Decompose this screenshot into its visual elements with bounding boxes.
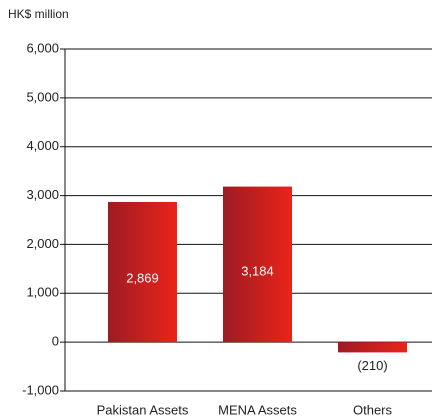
y-tick-label: -1,000 (22, 382, 59, 397)
y-tick-label: 6,000 (26, 40, 59, 55)
x-tick-label: MENA Assets (218, 402, 297, 417)
y-tick-label: 0 (52, 334, 59, 349)
y-tick-label: 5,000 (26, 89, 59, 104)
y-tick-label: 1,000 (26, 285, 59, 300)
bar (223, 186, 292, 343)
value-label: (210) (357, 358, 387, 373)
value-label: 3,184 (241, 264, 274, 279)
x-tick-label: Others (353, 402, 393, 417)
y-tick-label: 3,000 (26, 187, 59, 202)
y-tick-label: 4,000 (26, 138, 59, 153)
bar (338, 342, 407, 353)
axis-title: HK$ million (8, 7, 69, 21)
y-tick-label: 2,000 (26, 236, 59, 251)
bar (108, 201, 177, 343)
x-tick-label: Pakistan Assets (97, 402, 189, 417)
value-label: 2,869 (126, 271, 159, 286)
